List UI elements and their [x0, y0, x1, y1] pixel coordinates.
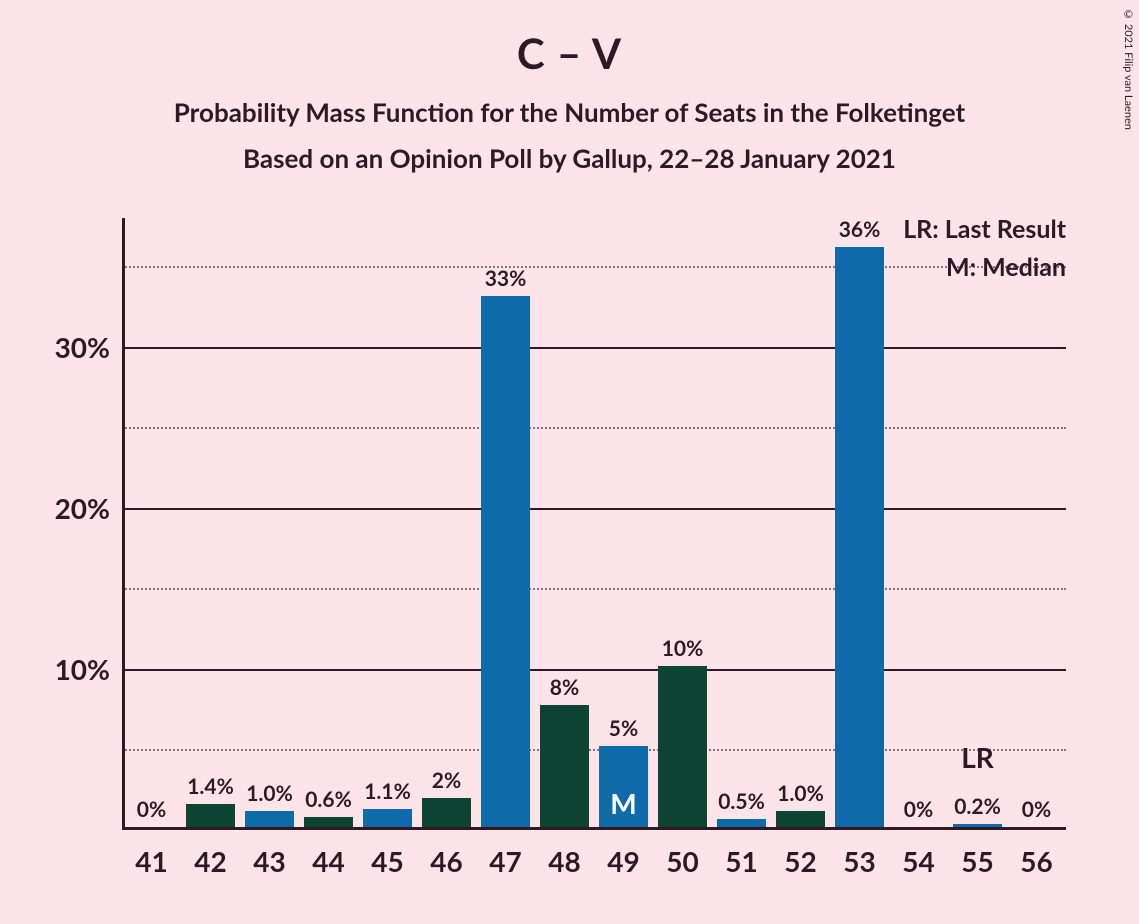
bar-value-label: 0%	[997, 797, 1077, 822]
legend-lr: LR: Last Result	[903, 214, 1066, 244]
y-tick-label: 30%	[30, 330, 110, 364]
x-tick-label: 47	[476, 844, 536, 878]
y-axis	[122, 218, 125, 830]
bar	[304, 817, 352, 827]
gridline-minor	[122, 588, 1066, 590]
chart-title: C – V	[0, 28, 1139, 78]
bar	[658, 666, 706, 827]
x-tick-label: 50	[653, 844, 713, 878]
chart-subtitle-2: Based on an Opinion Poll by Gallup, 22–2…	[0, 142, 1139, 174]
x-tick-label: 46	[417, 844, 477, 878]
bar	[186, 804, 234, 827]
bar	[953, 824, 1001, 827]
x-tick-label: 51	[712, 844, 772, 878]
y-tick-label: 20%	[30, 491, 110, 525]
gridline	[122, 508, 1066, 510]
x-tick-label: 45	[358, 844, 418, 878]
bar-value-label: 33%	[466, 266, 546, 291]
gridline-minor	[122, 266, 1066, 268]
bar	[363, 809, 411, 827]
legend: LR: Last Result M: Median	[903, 214, 1066, 290]
y-tick-label: 10%	[30, 652, 110, 686]
bar-value-label: 8%	[525, 675, 605, 700]
plot-area: LR: Last Result M: Median 10%20%30%0%411…	[122, 218, 1066, 830]
x-tick-label: 55	[948, 844, 1008, 878]
gridline	[122, 669, 1066, 671]
bar	[540, 705, 588, 827]
x-tick-label: 52	[771, 844, 831, 878]
bar	[422, 798, 470, 827]
gridline	[122, 347, 1066, 349]
bar	[481, 296, 529, 827]
x-tick-label: 41	[122, 844, 182, 878]
x-tick-label: 42	[181, 844, 241, 878]
gridline-minor	[122, 749, 1066, 751]
x-tick-label: 49	[594, 844, 654, 878]
last-result-marker: LR	[948, 740, 1008, 774]
x-tick-label: 48	[535, 844, 595, 878]
x-axis	[122, 827, 1066, 830]
chart-subtitle-1: Probability Mass Function for the Number…	[0, 96, 1139, 128]
bar-value-label: 1.0%	[761, 781, 841, 806]
bar	[245, 811, 293, 827]
x-tick-label: 56	[1007, 844, 1067, 878]
bar	[776, 811, 824, 827]
bar-value-label: 10%	[643, 636, 723, 661]
x-tick-label: 43	[240, 844, 300, 878]
gridline-minor	[122, 427, 1066, 429]
bar	[717, 819, 765, 827]
x-tick-label: 44	[299, 844, 359, 878]
median-marker: M	[594, 786, 654, 820]
bar-value-label: 36%	[820, 217, 900, 242]
bar-value-label: 5%	[584, 716, 664, 741]
x-tick-label: 53	[830, 844, 890, 878]
copyright-text: © 2021 Filip van Laenen	[1122, 8, 1135, 130]
x-tick-label: 54	[889, 844, 949, 878]
bar-value-label: 2%	[407, 768, 487, 793]
bar-value-label: 0%	[112, 797, 192, 822]
bar	[835, 247, 883, 827]
